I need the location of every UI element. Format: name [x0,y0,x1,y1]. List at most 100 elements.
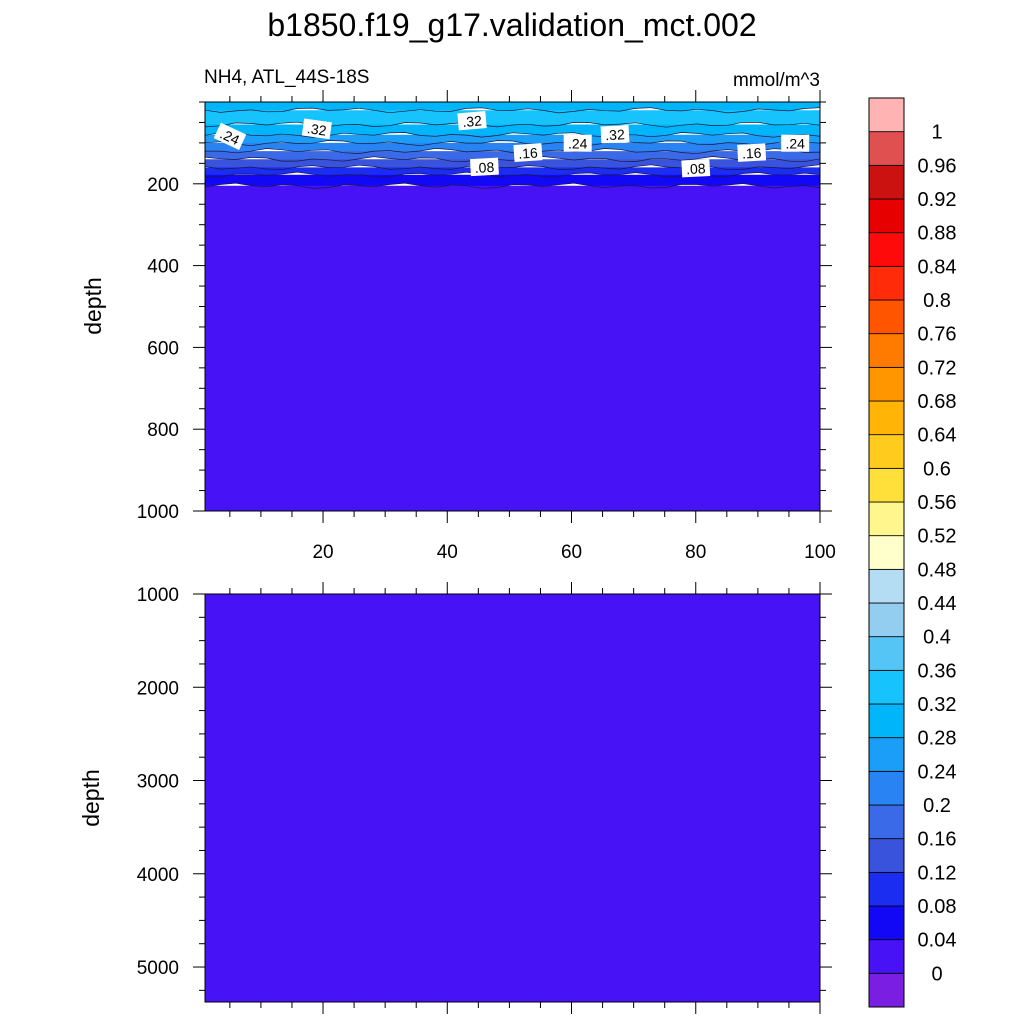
colorbar-label: 0 [931,963,942,985]
colorbar-label: 0.52 [918,526,957,548]
colorbar-label: 0.04 [918,930,957,952]
lower-plot-frame [204,593,821,1003]
y-tick-label: 4000 [137,865,179,886]
contour-band [205,142,820,154]
contour-label: .24 [563,134,592,152]
colorbar-swatch [868,400,905,436]
colorbar-swatch [868,299,905,335]
contour-label-text: .08 [686,160,706,177]
colorbar-swatch [868,871,905,907]
contour-label-text: .24 [785,136,805,152]
colorbar-label: 0.76 [918,324,957,346]
colorbar-label: 0.92 [918,189,957,211]
colorbar-label: 0.16 [918,829,957,851]
contour-line [205,148,821,155]
contour-label-text: .32 [306,120,328,139]
colorbar-label: 1 [931,122,942,144]
colorbar-swatch [868,434,905,469]
y-tick-label: 200 [147,175,179,196]
contour-band [205,185,820,512]
lower-y-axis-label: depth [78,769,104,827]
y-tick-label: 1000 [137,502,179,523]
lower-axes: 1000 2000 3000 4000 5000 [137,582,832,1014]
contour-label-background [781,134,810,152]
colorbar-label: 0.44 [918,593,957,615]
contour-label-background [213,122,247,150]
colorbar-label: 0.68 [918,391,957,413]
upper-contour-fill [205,102,820,512]
contour-label-text: .16 [518,144,539,161]
x-tick-label: 20 [312,542,333,563]
contour-band [205,594,820,1002]
x-tick-label: 60 [561,542,582,563]
y-tick-label: 600 [147,338,179,359]
colorbar-label: 0.96 [918,155,957,177]
colorbar-swatch [868,838,905,873]
y-tick-label: 800 [147,420,179,441]
contour-label: .32 [600,124,630,144]
contour-line [204,132,821,138]
y-tick-label: 5000 [137,958,179,979]
left-subtitle: NH4, ATL_44S-18S [204,67,369,88]
colorbar-swatch [868,333,905,368]
upper-y-axis-label: depth [80,277,106,335]
colorbar-swatch [868,97,905,133]
contour-line [204,140,821,147]
colorbar-label: 0.36 [918,660,957,682]
contour-band [205,174,820,189]
colorbar-swatch [868,636,905,671]
colorbar-label: 0.84 [918,256,957,278]
contour-label: .16 [513,143,543,163]
chart-title: b1850.f19_g17.validation_mct.002 [267,7,756,43]
y-tick-label: 400 [147,257,179,278]
units-subtitle: mmol/m^3 [733,70,820,91]
contour-label: .08 [681,158,711,178]
colorbar-label: 0.32 [918,694,957,716]
contour-line [204,171,821,178]
colorbar-label: 0.12 [918,862,957,884]
colorbar-swatch [868,669,905,705]
colorbar-swatch [868,703,905,739]
contour-label-background [563,134,592,152]
lower-panel: 1000 2000 3000 4000 5000 depth [78,582,832,1014]
colorbar-swatch [868,232,905,267]
upper-panel: .24 .32 .32 .32 .24 .16 .08 .08 .16 .24 200 400 600… [80,90,836,563]
colorbar-swatch [868,366,905,402]
colorbar-label: 0.6 [923,458,951,480]
contour-label-text: .32 [462,112,483,130]
colorbar-swatch [868,737,905,772]
contour-label: .32 [301,118,332,140]
x-tick-label: 40 [437,542,458,563]
contour-label: .16 [737,143,767,162]
contour-label-background [457,111,487,131]
contour-label-background [470,157,499,177]
contour-label: .24 [781,134,810,152]
contour-line [204,164,821,171]
colorbar-label: 0.28 [918,728,957,750]
y-tick-label: 2000 [137,678,179,699]
colorbar-swatch [868,265,905,301]
contour-label-text: .16 [742,145,762,162]
colorbar-swatch [868,905,905,941]
colorbar-label: 0.4 [923,627,951,649]
colorbar-swatch [868,770,905,806]
contour-label-text: .24 [218,125,243,148]
upper-axes: 200 400 600 800 1000 20 40 60 80 100 [137,90,836,563]
x-tick-label: 80 [685,542,706,563]
contour-label-text: .08 [474,159,494,176]
colorbar-swatch [868,568,905,604]
contour-label-background [301,118,332,140]
contour-band [205,159,820,170]
contour-label: .08 [470,157,499,177]
y-tick-label: 1000 [137,585,179,606]
colorbar-label: 0.8 [923,290,951,312]
x-tick-label: 100 [804,542,836,563]
colorbar-swatch [868,467,905,503]
contour-band [205,167,820,178]
colorbar-swatch [868,164,905,200]
colorbar-label: 0.48 [918,559,957,581]
contour-label-text: .32 [605,126,625,143]
colorbar-swatch [868,804,905,840]
colorbar-label: 0.64 [918,425,957,447]
